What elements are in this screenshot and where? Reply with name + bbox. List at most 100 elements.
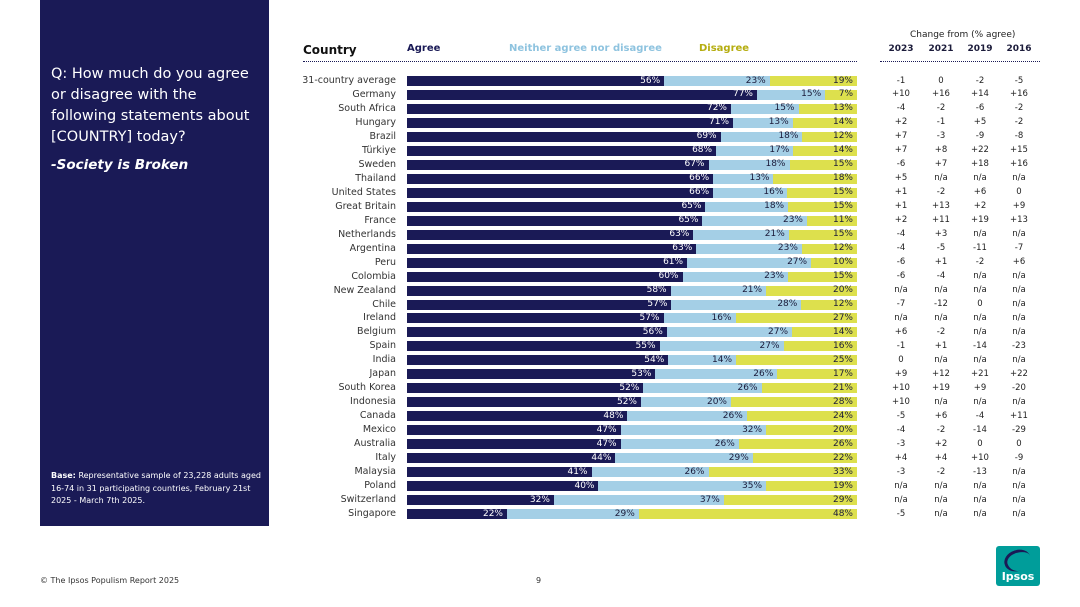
neither-label: 13% (749, 173, 770, 184)
change-2021: +13 (932, 201, 950, 212)
year-header-2021: 2021 (928, 44, 954, 54)
disagree-label: 15% (832, 201, 853, 212)
agree-bar (407, 411, 628, 422)
change-2016: +11 (1010, 410, 1028, 421)
disagree-bar (761, 383, 857, 394)
change-2023: -5 (896, 410, 906, 421)
neither-bar (713, 173, 774, 184)
change-2016: n/a (1012, 312, 1026, 323)
year-header-2023: 2023 (888, 44, 914, 54)
change-2019: n/a (973, 480, 987, 491)
change-2023: +5 (894, 173, 908, 184)
agree-label: 56% (640, 75, 661, 86)
change-2021: -4 (936, 271, 946, 282)
disagree-label: 13% (832, 103, 853, 114)
disagree-bar (802, 131, 857, 142)
change-2016: -5 (1014, 75, 1024, 86)
change-divider (880, 61, 1040, 62)
change-2021: -2 (936, 466, 946, 477)
change-2019: -14 (973, 340, 987, 351)
change-2023: +7 (894, 145, 908, 156)
country-label: Switzerland (340, 494, 396, 506)
change-2016: -2 (1014, 103, 1024, 114)
neither-bar (598, 481, 767, 492)
change-2021: +8 (934, 145, 948, 156)
disagree-label: 19% (832, 75, 853, 86)
country-label: Singapore (348, 508, 396, 520)
change-2023: +9 (894, 368, 908, 379)
change-2016: -23 (1012, 340, 1026, 351)
change-2019: +5 (973, 117, 987, 128)
disagree-label: 12% (832, 299, 853, 310)
country-header: Country (303, 43, 357, 57)
neither-label: 15% (774, 103, 795, 114)
country-label: 31-country average (302, 75, 396, 86)
disagree-bar (789, 159, 857, 170)
change-2021: -1 (936, 117, 946, 128)
neither-label: 16% (711, 312, 732, 323)
neither-bar (671, 299, 802, 310)
change-2023: -6 (896, 159, 906, 170)
agree-bar (407, 76, 665, 86)
agree-bar (407, 299, 672, 310)
neither-label: 23% (777, 243, 798, 254)
neither-bar (693, 229, 789, 240)
change-2021: +4 (934, 452, 948, 463)
country-label: Great Britain (335, 200, 396, 212)
country-label: Indonesia (350, 396, 396, 408)
change-2016: -2 (1014, 117, 1024, 128)
agree-bar (407, 103, 731, 114)
neither-label: 26% (753, 368, 774, 379)
agree-bar (407, 257, 688, 268)
disagree-bar (746, 411, 857, 422)
change-2021: +6 (934, 410, 948, 421)
neither-label: 15% (801, 89, 822, 100)
change-2021: n/a (934, 312, 948, 323)
disagree-label: 21% (832, 382, 853, 393)
change-2019: n/a (973, 396, 987, 407)
base-note: Base: Representative sample of 23,228 ad… (51, 470, 263, 508)
side-panel: Q: How much do you agree or disagree wit… (40, 0, 269, 526)
agree-bar (407, 173, 714, 184)
change-2019: -9 (975, 131, 985, 142)
change-2019: -2 (975, 75, 985, 86)
neither-label: 27% (787, 257, 808, 268)
neither-bar (731, 103, 799, 114)
disagree-bar (788, 201, 857, 212)
disagree-bar (798, 103, 857, 114)
change-2019: +18 (971, 159, 989, 170)
change-2016: +16 (1010, 89, 1028, 100)
change-2016: +15 (1010, 145, 1028, 156)
change-2023: -4 (896, 229, 906, 240)
disagree-bar (825, 89, 857, 100)
country-label: Thailand (355, 172, 396, 184)
neither-label: 18% (764, 201, 785, 212)
year-header-2016: 2016 (1006, 44, 1032, 54)
agree-label: 66% (689, 187, 710, 198)
change-2021: -2 (936, 326, 946, 337)
change-2016: 0 (1016, 187, 1022, 198)
change-2021: +16 (932, 89, 950, 100)
agree-bar (407, 131, 721, 142)
change-2016: -7 (1014, 243, 1024, 254)
disagree-bar (811, 257, 857, 268)
change-2023: -3 (896, 466, 906, 477)
change-2016: n/a (1012, 494, 1026, 505)
change-2019: n/a (973, 354, 987, 365)
change-2016: +9 (1012, 201, 1026, 212)
disagree-label: 20% (832, 424, 853, 435)
agree-bar (407, 327, 667, 338)
neither-bar (643, 383, 762, 394)
change-2019: +21 (971, 368, 989, 379)
disagree-bar (752, 453, 857, 464)
country-label: Türkiye (361, 144, 396, 156)
change-title: Change from (% agree) (910, 30, 1016, 40)
agree-bar (407, 215, 703, 226)
agree-bar (407, 355, 669, 366)
neither-bar (696, 243, 802, 254)
neither-bar (757, 89, 826, 100)
agree-label: 67% (684, 159, 705, 170)
disagree-label: 48% (832, 508, 853, 519)
change-2023: -4 (896, 243, 906, 254)
change-2023: +7 (894, 131, 908, 142)
